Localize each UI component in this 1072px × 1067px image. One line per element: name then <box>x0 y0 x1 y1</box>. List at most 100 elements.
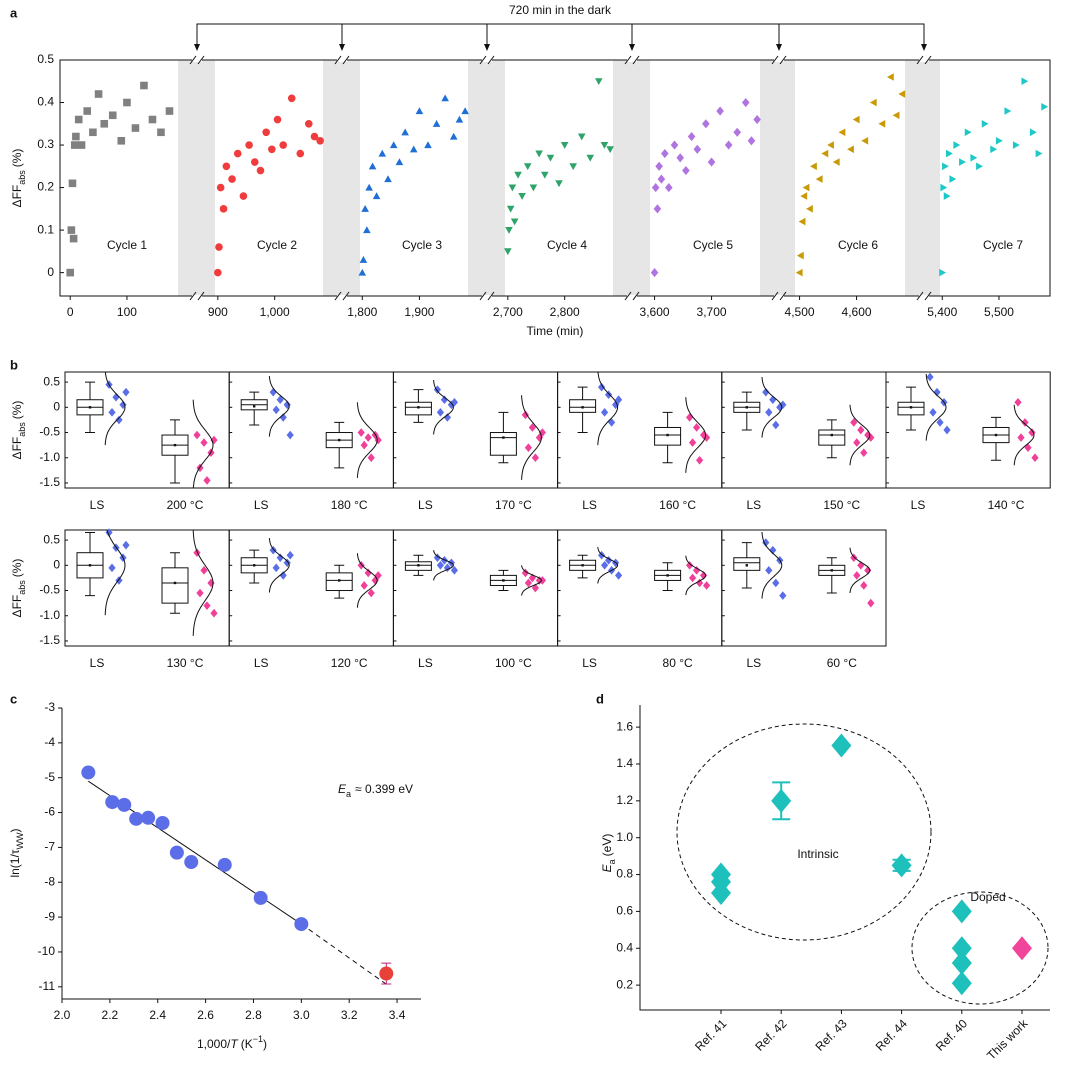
point <box>193 430 201 440</box>
point <box>433 385 441 394</box>
axis-break <box>627 295 637 298</box>
x-tick-label: Ref. 44 <box>873 1016 910 1053</box>
mean <box>417 406 420 409</box>
point <box>122 387 130 397</box>
point <box>360 440 368 450</box>
point <box>372 192 381 200</box>
subplot-frame <box>721 529 887 647</box>
label-part: ΔFF <box>10 595 24 618</box>
whisker <box>413 554 424 576</box>
x-tick-label: 120 °C <box>331 656 368 670</box>
y-tick-label: 0.4 <box>616 940 633 954</box>
point <box>850 418 858 427</box>
y-tick-label: 1.2 <box>616 793 633 807</box>
x-tick-label: 60 °C <box>827 656 857 670</box>
label-part: T <box>230 1037 239 1051</box>
mean <box>830 433 833 437</box>
point <box>219 205 228 213</box>
point <box>821 149 829 158</box>
arrow-head <box>484 44 490 51</box>
point <box>936 418 944 427</box>
point <box>606 146 614 154</box>
point <box>157 128 165 137</box>
axis-break <box>479 291 487 301</box>
point <box>653 204 662 214</box>
point <box>857 560 865 570</box>
mean <box>417 564 420 567</box>
point <box>711 862 731 887</box>
point <box>769 395 777 405</box>
point <box>286 430 294 440</box>
point <box>360 581 368 590</box>
point <box>510 218 519 226</box>
panel-label: b <box>10 357 18 372</box>
mean <box>502 436 505 439</box>
x-tick-label: 180 °C <box>331 498 368 512</box>
point <box>287 94 296 103</box>
point <box>850 553 858 563</box>
point <box>689 573 697 583</box>
normal-curve <box>1013 404 1035 466</box>
point <box>504 248 512 256</box>
arrow-head <box>339 44 345 51</box>
point <box>847 145 854 154</box>
point <box>443 413 451 422</box>
point <box>141 810 156 825</box>
subplot-frame <box>228 529 394 647</box>
x-tick-label: LS <box>746 656 761 670</box>
point <box>853 571 861 580</box>
point <box>612 400 620 410</box>
point <box>505 227 513 234</box>
axis-break <box>916 55 924 65</box>
dark-period <box>178 60 215 296</box>
point <box>707 157 716 167</box>
y-tick-label: -11 <box>39 979 56 993</box>
point <box>68 179 77 188</box>
point <box>981 119 989 128</box>
point <box>94 90 103 98</box>
point <box>615 571 623 580</box>
whisker <box>662 562 673 592</box>
mean <box>338 438 341 442</box>
y-tick-label: 0.2 <box>37 180 54 194</box>
point <box>395 158 404 166</box>
x-tick-label: 900 <box>208 305 228 319</box>
point <box>81 765 96 780</box>
x-tick-label: LS <box>418 498 433 512</box>
point <box>546 154 555 162</box>
point <box>148 115 157 124</box>
mean <box>581 564 584 567</box>
dark-period <box>760 60 795 296</box>
x-tick-label: 150 °C <box>823 498 860 512</box>
x-tick-label: LS <box>582 656 597 670</box>
whisker <box>662 411 673 464</box>
point <box>108 408 116 417</box>
normal-curve <box>192 399 214 489</box>
y-axis-label: ΔFFabs (%) <box>10 401 27 460</box>
y-tick-label: 0.2 <box>616 977 633 991</box>
point <box>853 438 861 447</box>
point <box>200 566 208 575</box>
point <box>521 568 529 578</box>
point <box>184 855 199 870</box>
subplot-frame <box>885 371 1051 489</box>
axis-break <box>197 291 205 301</box>
point <box>964 128 972 137</box>
x-tick-label: 2,800 <box>550 305 580 319</box>
point <box>939 268 947 277</box>
point <box>72 132 80 141</box>
point <box>796 251 804 260</box>
normal-curve <box>356 553 378 608</box>
point <box>747 136 756 146</box>
series-label: Cycle 1 <box>107 238 147 252</box>
x-tick-label: 80 °C <box>663 656 693 670</box>
normal-curve <box>597 547 619 584</box>
point <box>970 154 978 162</box>
point <box>1012 141 1020 149</box>
point <box>531 453 539 463</box>
point <box>207 578 215 588</box>
subplot-frame <box>557 529 723 647</box>
normal-curve <box>104 371 126 446</box>
point <box>886 73 894 81</box>
